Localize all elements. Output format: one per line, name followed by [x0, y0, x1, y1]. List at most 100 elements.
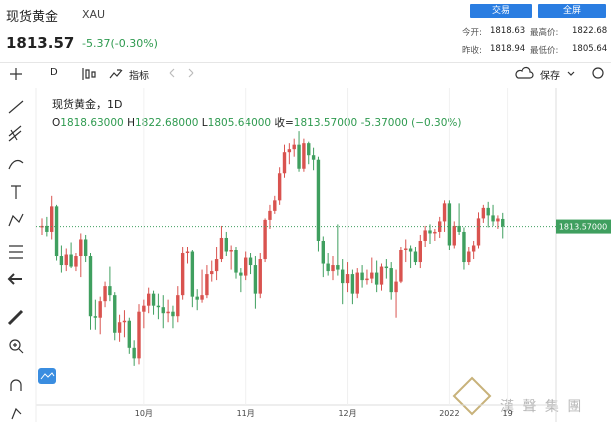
candle-body [244, 257, 248, 276]
candle-body [166, 311, 170, 314]
candle-body [253, 265, 258, 294]
x-tick-label: 12月 [338, 409, 356, 418]
candle-body [151, 293, 156, 306]
ohlc-value: 1813.57000 [293, 117, 358, 129]
forecast-icon[interactable] [9, 245, 23, 259]
ruler-icon[interactable] [7, 309, 24, 326]
fib-icon[interactable] [8, 125, 22, 142]
candle-body [442, 203, 447, 222]
stat-value: 1805.64 [572, 44, 608, 54]
ohlc-value: 1818.63000 [60, 117, 124, 129]
x-tick-label: 2022 [439, 409, 459, 418]
candle-body [45, 225, 49, 232]
candle-body [302, 143, 306, 169]
candle-body [127, 320, 131, 348]
candle-body [496, 218, 500, 222]
candle-body [248, 257, 253, 266]
ohlc-label: L [201, 117, 208, 129]
candle-body [88, 256, 93, 317]
candle-body [229, 250, 233, 252]
last-price: 1813.57 [6, 34, 75, 52]
candle-body [476, 218, 481, 246]
candle-body [404, 248, 408, 251]
cloud-icon[interactable] [515, 66, 534, 79]
price-change: -5.37(-0.30%) [82, 37, 158, 50]
candle-body [471, 245, 476, 252]
stat-label: 昨收: [462, 46, 482, 56]
last-price-badge [556, 219, 611, 234]
candle-body [311, 155, 316, 160]
candle-body [355, 272, 359, 294]
candle-body [370, 272, 374, 279]
undo-redo-icon[interactable] [169, 68, 194, 78]
lock-icon[interactable] [11, 407, 22, 420]
candle-body [234, 250, 238, 273]
stat-value: 1818.63 [490, 26, 526, 36]
text-icon[interactable] [11, 185, 21, 199]
candle-body [336, 265, 340, 270]
x-tick-label: 11月 [237, 409, 255, 418]
candle-body [79, 239, 83, 257]
save-button[interactable]: 保存 [540, 71, 560, 82]
candle-body [224, 237, 228, 252]
candle-body [40, 225, 44, 228]
stat-value: 1822.68 [572, 26, 608, 36]
logo-icon [40, 372, 55, 380]
candle-body [210, 271, 214, 275]
candle-body [59, 256, 64, 266]
candle-body [50, 206, 54, 232]
candle-body [491, 215, 495, 222]
back-icon[interactable] [7, 273, 22, 285]
candle-body [200, 295, 204, 300]
candle-body [190, 251, 195, 297]
pattern-icon[interactable] [8, 213, 24, 227]
candle-body [83, 239, 88, 257]
fullscreen-button[interactable]: 全屏 [538, 4, 606, 18]
trade-button[interactable]: 交易 [470, 4, 532, 18]
candle-body [287, 149, 292, 153]
candle-body [137, 311, 141, 359]
stat-label: 最高价: [530, 28, 559, 38]
brush-icon[interactable] [8, 159, 24, 170]
candle-body [457, 225, 461, 232]
indicator-icon[interactable] [109, 69, 123, 79]
candle-body [428, 230, 432, 234]
stat-label: 今开: [462, 28, 482, 38]
candle-body [268, 210, 272, 220]
candle-style-icon[interactable] [82, 68, 96, 80]
legend-title: 现货黄金，1D [52, 98, 123, 111]
candle-body [350, 274, 355, 294]
zoom-icon[interactable] [9, 339, 21, 351]
candle-body [413, 251, 418, 263]
candle-body [93, 316, 98, 318]
candle-body [180, 253, 185, 296]
ohlc-label: H [127, 117, 135, 129]
crosshair-icon[interactable] [10, 68, 22, 80]
candle-body [486, 207, 490, 216]
candle-body [185, 251, 190, 254]
interval-button[interactable]: D [50, 67, 58, 78]
candle-body [384, 266, 389, 269]
instrument-symbol: XAU [82, 8, 106, 21]
settings-icon[interactable] [592, 67, 604, 79]
stat-label: 最低价: [530, 46, 559, 56]
logo-badge [38, 368, 56, 384]
watermark: 漢 聲 集 團 [500, 399, 584, 415]
candle-body [423, 230, 427, 241]
magnet-icon[interactable] [10, 379, 22, 391]
candle-body [307, 143, 311, 156]
candle-body [108, 286, 112, 296]
candle-body [389, 268, 393, 293]
line-icon[interactable] [8, 100, 24, 114]
candle-body [433, 231, 437, 234]
indicators-button[interactable]: 指标 [129, 71, 149, 82]
save-menu-icon[interactable] [567, 71, 575, 76]
candle-body [219, 237, 224, 260]
candle-body [365, 278, 369, 281]
candle-body [156, 305, 161, 308]
ohlc-value: 1805.64000 [207, 117, 272, 129]
candle-body [467, 251, 471, 263]
ohlc-value: 1822.68000 [134, 117, 199, 129]
